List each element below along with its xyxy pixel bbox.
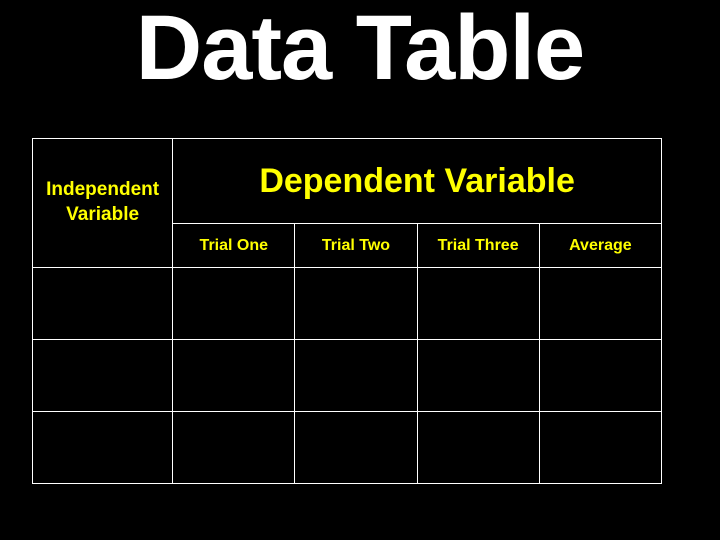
table-row	[33, 340, 662, 412]
table-cell	[295, 340, 417, 412]
table-header-row: Independent Variable Dependent Variable	[33, 139, 662, 224]
data-table: Independent Variable Dependent Variable …	[32, 138, 662, 484]
table-cell	[295, 268, 417, 340]
table-row	[33, 412, 662, 484]
table-cell	[539, 340, 661, 412]
table-cell	[33, 340, 173, 412]
table-row	[33, 268, 662, 340]
trial-two-header: Trial Two	[295, 224, 417, 268]
table-cell	[173, 412, 295, 484]
slide-title: Data Table	[0, 0, 720, 94]
table-cell	[33, 268, 173, 340]
table-cell	[417, 268, 539, 340]
table-cell	[295, 412, 417, 484]
dependent-variable-header: Dependent Variable	[173, 139, 662, 224]
trial-three-header: Trial Three	[417, 224, 539, 268]
table-cell	[539, 412, 661, 484]
data-table-container: Independent Variable Dependent Variable …	[32, 138, 662, 484]
table-cell	[173, 268, 295, 340]
average-header: Average	[539, 224, 661, 268]
table-cell	[417, 412, 539, 484]
trial-one-header: Trial One	[173, 224, 295, 268]
table-cell	[417, 340, 539, 412]
table-cell	[539, 268, 661, 340]
independent-variable-header: Independent Variable	[33, 139, 173, 268]
table-cell	[33, 412, 173, 484]
slide-container: Data Table Independent Variable Dependen…	[0, 0, 720, 540]
table-cell	[173, 340, 295, 412]
